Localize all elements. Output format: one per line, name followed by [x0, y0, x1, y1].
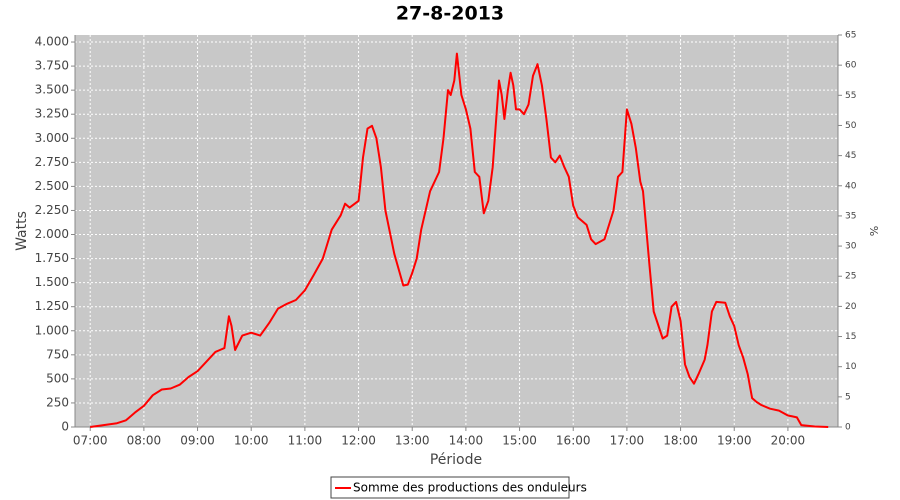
- y2-tick-label: 65: [845, 31, 856, 41]
- x-tick-label: 17:00: [610, 434, 645, 448]
- y-tick-label: 4.000: [35, 35, 69, 49]
- x-tick-label: 11:00: [288, 434, 323, 448]
- y2-tick-label: 15: [845, 332, 856, 342]
- x-tick-label: 20:00: [771, 434, 806, 448]
- x-tick-label: 16:00: [556, 434, 591, 448]
- y2-axis-label: %: [867, 226, 880, 236]
- y2-tick-label: 55: [845, 91, 856, 101]
- y-tick-label: 2.500: [35, 179, 69, 193]
- y-tick-label: 1.750: [35, 251, 69, 265]
- y-tick-label: 3.500: [35, 83, 69, 97]
- y2-tick-label: 50: [845, 121, 857, 131]
- y2-tick-label: 25: [845, 272, 856, 282]
- y-tick-label: 3.750: [35, 59, 69, 73]
- y2-tick-label: 10: [845, 362, 857, 372]
- x-tick-label: 12:00: [341, 434, 376, 448]
- y-tick-label: 750: [46, 347, 69, 361]
- plot-area: [75, 35, 838, 427]
- y-tick-label: 1.500: [35, 275, 69, 289]
- y2-tick-label: 40: [845, 181, 857, 191]
- x-tick-label: 15:00: [502, 434, 537, 448]
- y2-tick-label: 45: [845, 151, 856, 161]
- y-tick-label: 0: [61, 420, 69, 434]
- y2-tick-label: 60: [845, 61, 857, 71]
- y-tick-label: 3.250: [35, 107, 69, 121]
- x-tick-label: 13:00: [395, 434, 430, 448]
- y-tick-label: 2.000: [35, 227, 69, 241]
- y2-tick-label: 35: [845, 211, 856, 221]
- legend-box: [330, 476, 570, 499]
- y2-tick-label: 30: [845, 242, 857, 252]
- x-axis-label: Période: [430, 452, 482, 468]
- y2-tick-label: 0: [845, 423, 851, 433]
- legend-label: Somme des productions des onduleurs: [353, 481, 587, 495]
- x-tick-label: 09:00: [180, 434, 215, 448]
- chart-title: 27-8-2013: [396, 3, 504, 25]
- y-axis-label: Watts: [14, 211, 30, 251]
- x-tick-label: 18:00: [663, 434, 698, 448]
- y-tick-label: 500: [46, 371, 69, 385]
- y2-tick-label: 5: [845, 392, 851, 402]
- x-tick-label: 14:00: [449, 434, 484, 448]
- x-tick-label: 07:00: [73, 434, 108, 448]
- y-tick-label: 250: [46, 395, 69, 409]
- y-tick-label: 2.750: [35, 155, 69, 169]
- x-tick-label: 10:00: [234, 434, 269, 448]
- y-tick-label: 3.000: [35, 131, 69, 145]
- y-tick-label: 1.250: [35, 299, 69, 313]
- series-line: [90, 52, 829, 428]
- x-tick-label: 08:00: [127, 434, 162, 448]
- y2-tick-label: 20: [845, 302, 857, 312]
- y-tick-label: 2.250: [35, 203, 69, 217]
- y-tick-label: 1.000: [35, 323, 69, 337]
- x-tick-label: 19:00: [717, 434, 752, 448]
